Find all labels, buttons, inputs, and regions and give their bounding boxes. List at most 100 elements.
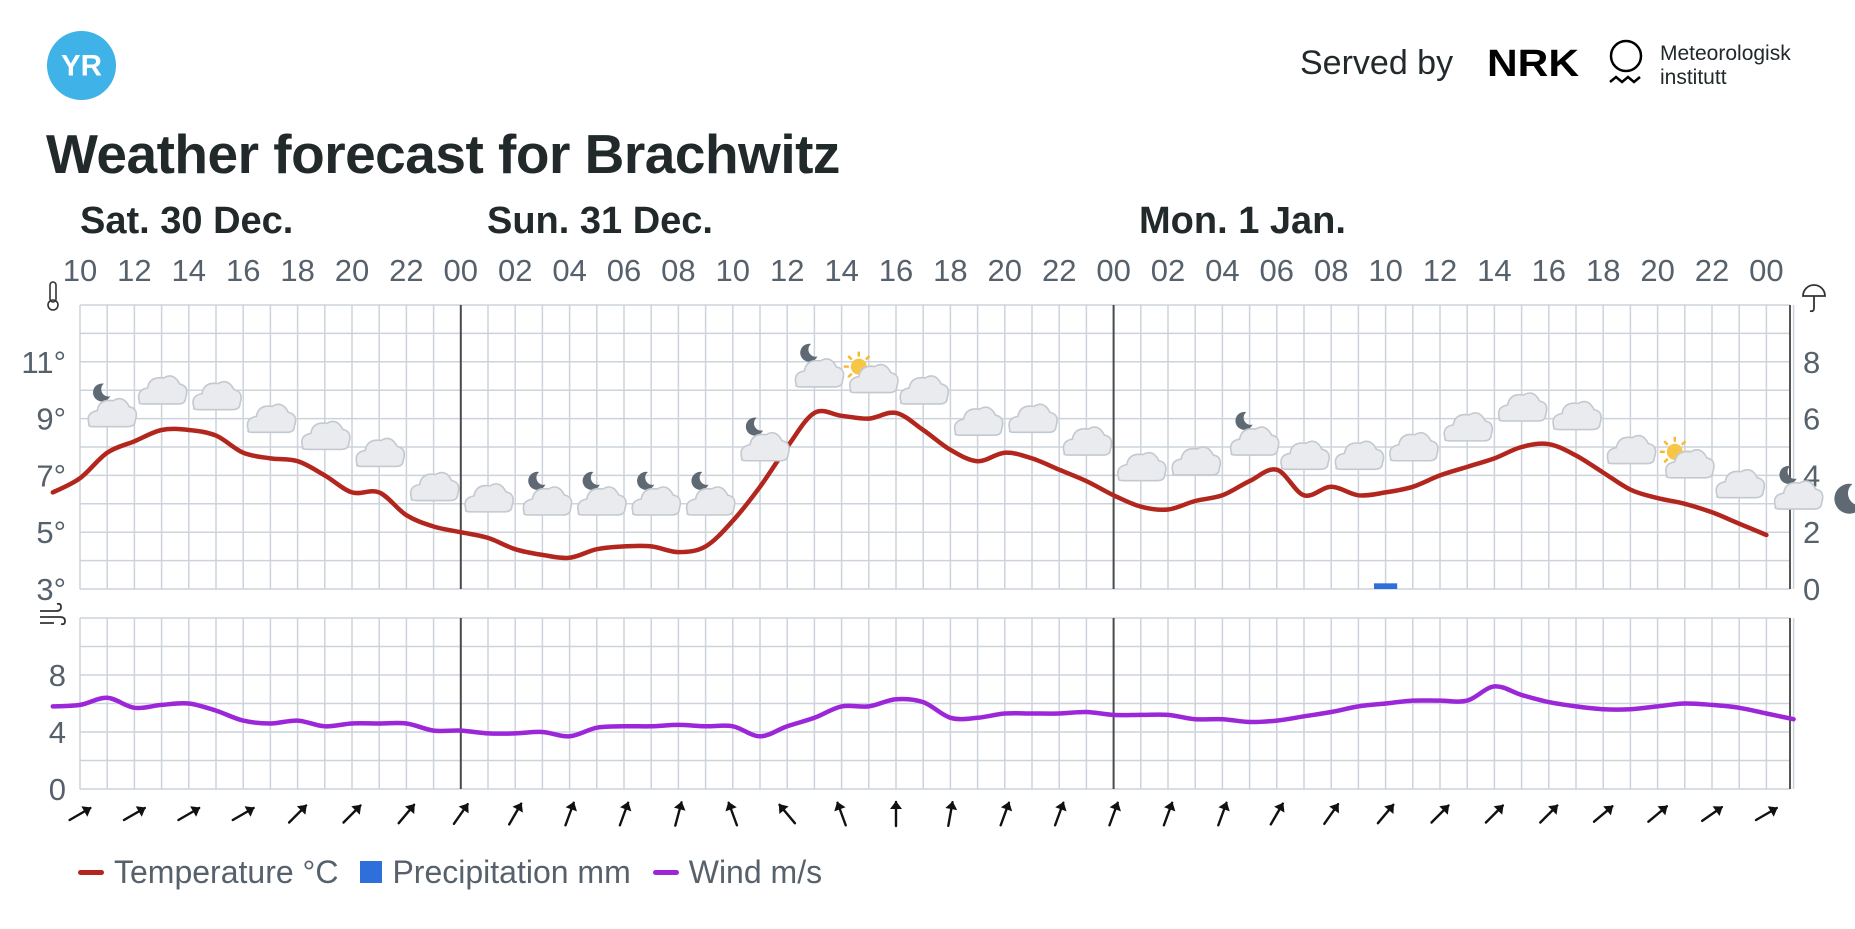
hour-label: 18 [933,253,967,288]
page-title: Weather forecast for Brachwitz [46,123,840,185]
cloud-body [1008,403,1058,434]
wind-arrow-head [1439,804,1450,815]
wind-icon [40,602,66,626]
clear-night-icon [1834,483,1855,514]
wind-arrow-head [512,802,523,813]
partly-cloudy-night-icon [631,471,682,516]
temperature-tick-label: 9° [36,402,66,437]
cloud-body [685,486,736,516]
met-institute-line2: institutt [1660,66,1727,89]
cloudy-icon [355,437,406,468]
wind-direction-arrow-icon [778,803,797,825]
wind-arrow-head [565,801,577,812]
cloud-shape [577,486,627,516]
cloudy-icon [1715,468,1766,499]
wind-tick-label: 4 [49,715,66,750]
wind-direction-arrow-icon [834,801,847,827]
cloud-shape [409,471,460,502]
wind-direction-arrow-icon [725,801,739,827]
cloud-shape [1389,431,1439,462]
cloud-shape [685,486,736,516]
cloud-body [849,363,899,394]
moon-shape [1235,411,1253,430]
wind-arrow-head [1767,806,1778,817]
hour-label: 12 [770,253,804,288]
cloud-shape [1280,440,1330,471]
partly-cloudy-day-icon [1659,436,1715,479]
sun-ray [1663,440,1669,446]
moon-shape [800,343,818,362]
wind-direction-arrow-icon [1217,801,1230,827]
cloud-body [1062,426,1113,456]
cloud-shape [1229,426,1280,456]
thermometer-icon [47,281,59,311]
cloud-shape [1606,434,1657,465]
chart-grid [79,304,1795,790]
wind-arrow-head [296,804,307,815]
wind-direction-arrow-icon [397,803,416,825]
cloud-body [1497,392,1548,422]
thermometer-icon-bulb [47,299,59,311]
temperature-tick-label: 5° [36,515,66,550]
cloudy-icon [1008,403,1058,434]
wind-icon-lines [40,602,66,626]
moon-shape [691,471,709,490]
cloud-body [246,403,297,434]
wind-direction-arrow-icon [1269,802,1285,826]
wind-direction-arrow-icon [1323,802,1340,826]
cloudy-icon [1552,400,1602,431]
cloudy-icon [1171,446,1222,476]
cloudy-icon [899,375,950,405]
cloud-body [1334,440,1385,471]
hour-label: 00 [1749,253,1783,288]
cloud-body [355,437,406,468]
temperature-tick-label: 3° [36,572,66,607]
wind-arrow-head [1384,804,1394,815]
cloud-shape [246,403,297,434]
cloud-shape [87,397,138,428]
legend-temperature-swatch [78,869,104,875]
hour-label: 16 [226,253,260,288]
cloud-body [1773,480,1824,510]
hour-label: 16 [1532,253,1566,288]
cloud-shape [301,420,351,451]
wind-arrow-head [244,806,255,817]
precipitation-tick-label: 2 [1803,515,1820,550]
met-institute-logo-icon[interactable] [1606,38,1650,96]
cloud-shape [1008,403,1058,434]
cloud-body [1389,431,1439,462]
precipitation-bar [1374,583,1398,589]
cloud-shape [794,358,845,388]
hour-label: 20 [1640,253,1674,288]
wind-arrow-head [190,806,201,817]
wind-arrow-head [945,801,958,811]
umbrella-icon [1802,284,1826,313]
cloud-body [1443,412,1494,442]
wind-direction-arrow-icon [508,802,523,826]
cloud-body [1606,434,1657,465]
hour-label: 22 [1042,253,1076,288]
wind-arrow-head [81,806,92,817]
hour-label: 12 [1423,253,1457,288]
day-label-2: Mon. 1 Jan. [1139,200,1346,242]
cloud-body [87,397,138,428]
thermometer-icon-tube [49,281,57,303]
cloud-body [301,420,351,451]
temperature-tick-label: 11° [21,345,66,380]
hour-label: 08 [1314,253,1348,288]
cloudy-icon [301,420,351,451]
wind-arrow-head [778,804,789,815]
cloud-body [192,380,242,411]
sun-ray [865,355,871,361]
moon-shape [1834,483,1855,514]
wind-arrow-head [351,804,362,815]
nrk-logo[interactable]: NRK [1486,44,1580,80]
day-label-1: Sun. 31 Dec. [487,200,713,242]
wind-line [50,684,1796,739]
yr-logo[interactable]: YR [46,30,117,101]
wind-arrow-head [834,801,846,812]
hour-label: 12 [117,253,151,288]
moon-shape [745,417,763,436]
partly-cloudy-night-icon [740,417,790,462]
